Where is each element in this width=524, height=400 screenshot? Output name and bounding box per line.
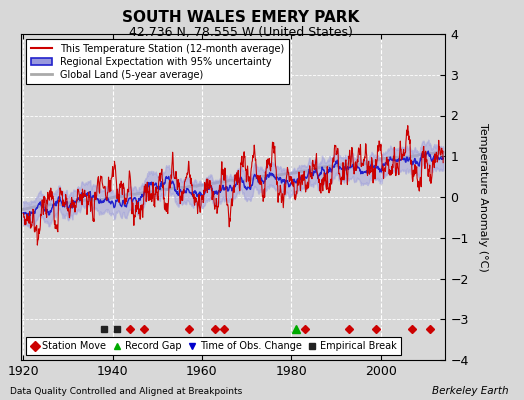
- Text: Berkeley Earth: Berkeley Earth: [432, 386, 508, 396]
- Y-axis label: Temperature Anomaly (°C): Temperature Anomaly (°C): [478, 123, 488, 271]
- Text: 42.736 N, 78.555 W (United States): 42.736 N, 78.555 W (United States): [129, 26, 353, 39]
- Text: SOUTH WALES EMERY PARK: SOUTH WALES EMERY PARK: [123, 10, 359, 25]
- Text: Data Quality Controlled and Aligned at Breakpoints: Data Quality Controlled and Aligned at B…: [10, 387, 243, 396]
- Legend: Station Move, Record Gap, Time of Obs. Change, Empirical Break: Station Move, Record Gap, Time of Obs. C…: [26, 337, 401, 355]
